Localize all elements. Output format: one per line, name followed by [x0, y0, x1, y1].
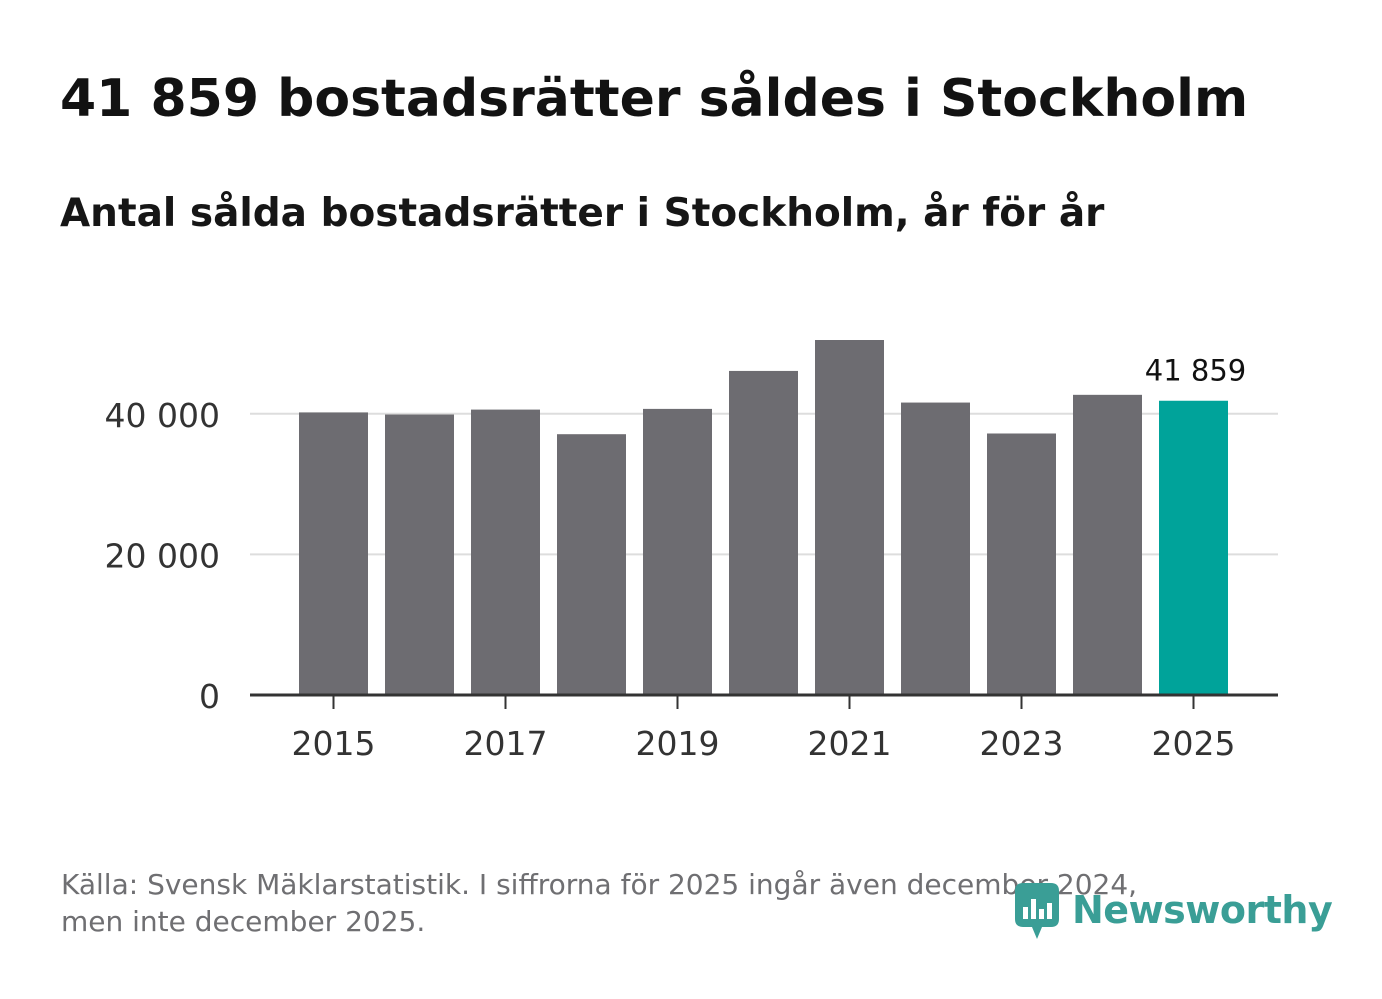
- source-note: Källa: Svensk Mäklarstatistik. I siffror…: [61, 866, 1271, 940]
- x-tick-label: 2021: [808, 724, 892, 763]
- bar-chart-speech-bubble-icon: [1015, 883, 1059, 939]
- bar-2021: [815, 340, 884, 695]
- bar-2017: [471, 409, 540, 695]
- x-tick-label: 2017: [464, 724, 548, 763]
- bar-2020: [729, 370, 798, 695]
- bar-2024: [1073, 394, 1142, 695]
- source-line: men inte december 2025.: [61, 905, 426, 938]
- x-tick-label: 2023: [980, 724, 1064, 763]
- source-line: Källa: Svensk Mäklarstatistik. I siffror…: [61, 868, 1138, 901]
- x-tick-label: 2015: [292, 724, 376, 763]
- bar-2016: [385, 414, 454, 695]
- bar-2018: [557, 434, 626, 695]
- y-tick-label: 40 000: [105, 396, 220, 435]
- x-tick-label: 2025: [1152, 724, 1236, 763]
- data-label-2025: 41 859: [1145, 354, 1246, 388]
- y-tick-label: 0: [199, 677, 220, 716]
- bar-2023: [987, 433, 1056, 695]
- bar-2025: [1159, 400, 1228, 695]
- chart-subtitle: Antal sålda bostadsrätter i Stockholm, å…: [60, 191, 1105, 236]
- axes: [250, 693, 1278, 709]
- newsworthy-logo: Newsworthy: [1012, 878, 1333, 942]
- bar-2019: [643, 408, 712, 695]
- bar-2022: [901, 402, 970, 695]
- bars: [299, 340, 1228, 695]
- labels: 0 20 000 40 000 2015 2017 2019 2021 2023 2025 41 …: [105, 354, 1247, 763]
- chart-title: 41 859 bostadsrätter såldes i Stockholm: [60, 69, 1249, 129]
- y-tick-label: 20 000: [105, 536, 220, 575]
- x-tick-label: 2019: [636, 724, 720, 763]
- bar-2015: [299, 412, 368, 695]
- logo-text: Newsworthy: [1072, 888, 1333, 932]
